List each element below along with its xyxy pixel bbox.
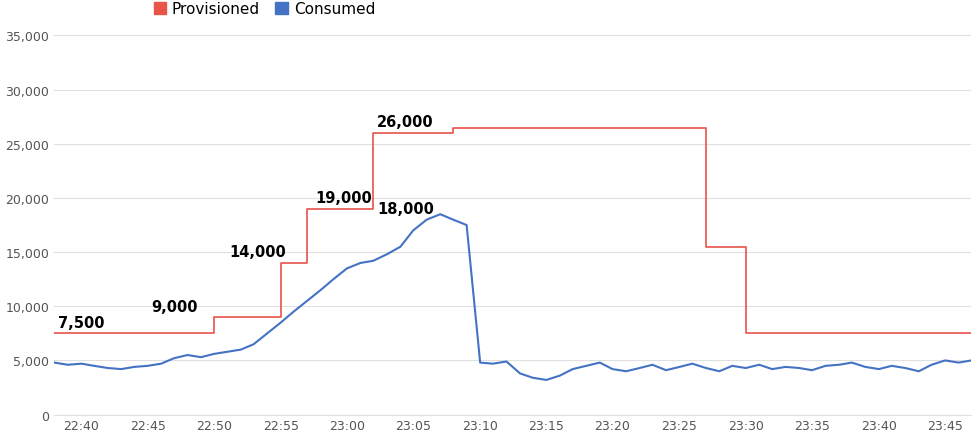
Text: 18,000: 18,000: [377, 201, 434, 217]
Text: 26,000: 26,000: [377, 115, 434, 130]
Text: 7,500: 7,500: [59, 315, 105, 330]
Text: 14,000: 14,000: [229, 245, 285, 260]
Text: 19,000: 19,000: [315, 191, 372, 206]
Legend: Provisioned, Consumed: Provisioned, Consumed: [153, 3, 375, 18]
Text: 9,000: 9,000: [151, 299, 198, 314]
